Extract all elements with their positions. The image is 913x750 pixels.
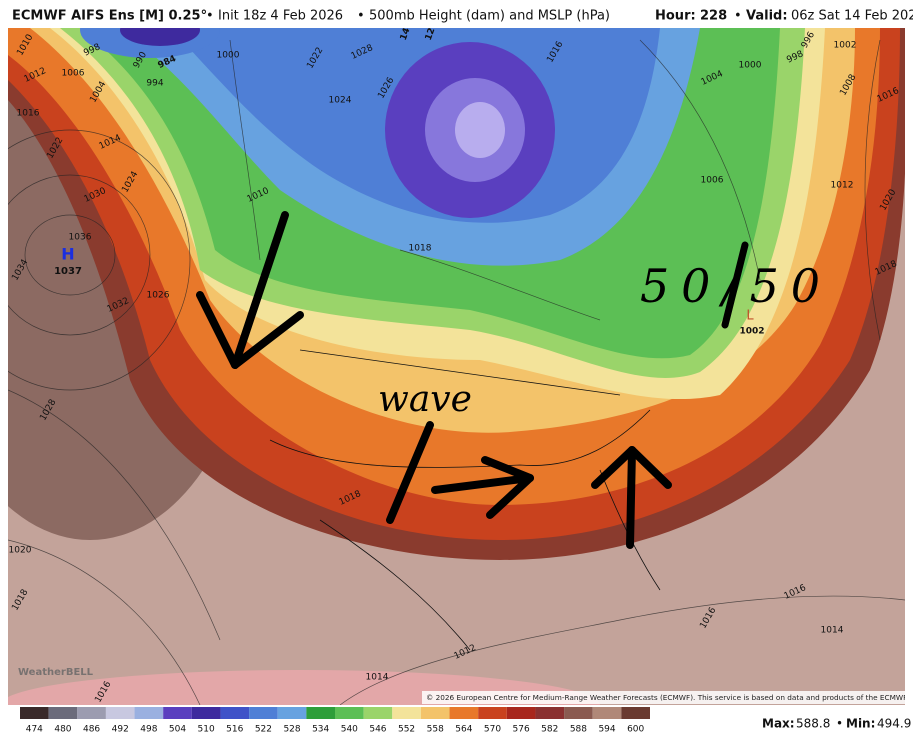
isobar-label: 1018: [409, 244, 432, 254]
isobar-label: 1006: [62, 69, 85, 79]
colorbar-cell: [77, 707, 106, 719]
drawn-arrows: [196, 211, 749, 549]
colorbar-cell: [191, 707, 221, 719]
max-label: Max:: [762, 717, 795, 731]
colorbar-cell: [306, 707, 335, 719]
init: Init 18z 4 Feb 2026: [218, 9, 343, 24]
colorbar-cell: [564, 707, 593, 719]
valid: 06z Sat 14 Feb 2026: [791, 9, 913, 24]
colorbar-tick-label: 474: [26, 725, 43, 735]
low-symbol: L: [746, 309, 754, 324]
isobar-label: 1006: [701, 176, 724, 186]
colorbar-cell: [20, 707, 49, 719]
colorbar-tick-label: 492: [112, 725, 129, 735]
min: 494.9: [877, 717, 911, 731]
colorbar-cell: [220, 707, 250, 719]
colorbar-cell: [420, 707, 450, 719]
colorbar-tick-label: 522: [255, 725, 272, 735]
isobar-label: 994: [146, 79, 163, 89]
credit: © 2026 European Centre for Medium-Range …: [426, 693, 908, 702]
colorbar-cell: [392, 707, 421, 719]
max: 588.8: [796, 717, 830, 731]
colorbar-tick-label: 570: [484, 725, 501, 735]
low-value: 1002: [739, 327, 764, 337]
colorbar-cell: [535, 707, 565, 719]
colorbar-cell: [592, 707, 622, 719]
colorbar-tick-label: 582: [541, 725, 558, 735]
colorbar-tick-label: 480: [54, 725, 71, 735]
model: ECMWF AIFS Ens [M] 0.25°: [12, 9, 207, 24]
isobar-label: 1020: [9, 546, 32, 556]
colorbar-tick-label: 510: [198, 725, 215, 735]
hour-label: Hour:: [655, 9, 696, 24]
colorbar-tick-label: 504: [169, 725, 186, 735]
colorbar-tick-label: 552: [398, 725, 415, 735]
colorbar-tick-label: 540: [341, 725, 358, 735]
colorbar-tick-label: 516: [226, 725, 243, 735]
colorbar-tick-label: 588: [570, 725, 587, 735]
high-value: 1037: [54, 266, 82, 277]
colorbar-cell: [249, 707, 278, 719]
isobar-label: 1024: [329, 96, 352, 106]
annotation: wave: [378, 379, 472, 420]
min-label: Min:: [846, 717, 875, 731]
colorbar-tick-label: 546: [369, 725, 386, 735]
colorbar-cell: [277, 707, 307, 719]
isobar-label: 1000: [217, 51, 240, 61]
colorbar-cell: [163, 707, 192, 719]
colorbar-tick-label: 600: [627, 725, 644, 735]
colorbar-tick-label: 528: [283, 725, 300, 735]
colorbar-cell: [105, 707, 135, 719]
colorbar-cell: [449, 707, 479, 719]
colorbar-cell: [48, 707, 78, 719]
logo: WeatherBELL: [18, 667, 94, 678]
colorbar-cell: [134, 707, 164, 719]
isobar-label: 1016: [17, 109, 40, 119]
colorbar-tick-label: 498: [140, 725, 157, 735]
isobar-label: 1014: [366, 673, 389, 683]
colorbar-cell: [478, 707, 507, 719]
hour: 228: [700, 9, 727, 24]
colorbar-cell: [335, 707, 364, 719]
colorbar-tick-label: 486: [83, 725, 100, 735]
colorbar-tick-label: 558: [427, 725, 444, 735]
colorbar-cell: [363, 707, 393, 719]
colorbar-cell: [621, 707, 650, 719]
valid-label: Valid:: [746, 9, 788, 24]
isobar-label: 1002: [834, 41, 857, 51]
separator: •: [836, 717, 843, 731]
separator: •: [357, 9, 365, 24]
annotation: 50/50: [640, 259, 820, 313]
colorbar: 474 480 486 492 498 504 510 516 522 528 534 540 546 5…: [20, 707, 650, 735]
map-field: [120, 28, 200, 46]
header: ECMWF AIFS Ens [M] 0.25° • Init 18z 4 Fe…: [12, 9, 913, 24]
high-symbol: H: [61, 245, 74, 264]
map: 1010101210161022103010361034103210261024…: [8, 28, 908, 705]
colorbar-tick-label: 534: [312, 725, 329, 735]
isobar-label: 1012: [831, 181, 854, 191]
colorbar-tick-label: 576: [513, 725, 530, 735]
field: 500mb Height (dam) and MSLP (hPa): [369, 9, 610, 24]
map-field: [455, 102, 505, 158]
separator: •: [206, 9, 214, 24]
colorbar-tick-label: 564: [455, 725, 472, 735]
isobars: [8, 39, 905, 705]
isobar-label: 1036: [69, 233, 92, 243]
colorbar-tick-label: 594: [598, 725, 615, 735]
credit-box: [422, 691, 905, 704]
separator: •: [734, 9, 742, 24]
colorbar-cell: [506, 707, 536, 719]
isobar-label: 1014: [821, 626, 844, 636]
isobar-label: 1026: [147, 291, 170, 301]
isobar-label: 1000: [739, 61, 762, 71]
